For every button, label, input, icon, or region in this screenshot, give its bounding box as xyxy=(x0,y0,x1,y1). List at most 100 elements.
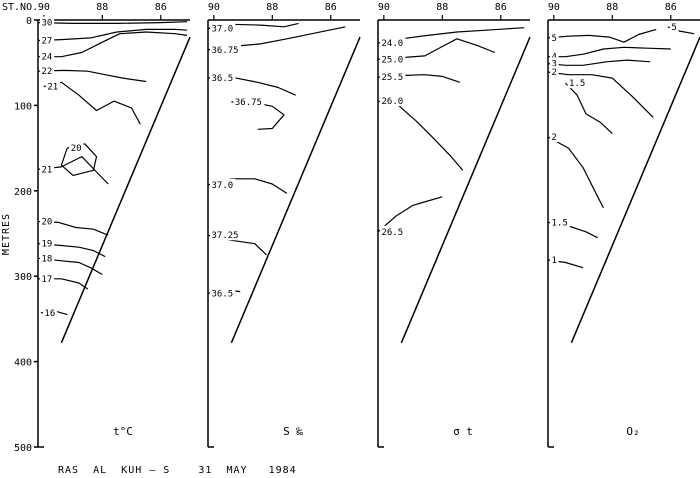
station-tick-label: 90 xyxy=(208,2,220,13)
panel-variable-label: σ t xyxy=(453,425,473,438)
contour-label-bg xyxy=(40,237,55,249)
panel: 90 88 86 24.0 25.0 25.5 26.0 26.5 σ t xyxy=(377,2,531,448)
contour-label-bg xyxy=(40,272,55,284)
panel-variable-label: S ‰ xyxy=(283,425,303,438)
depth-tick-label: 500 xyxy=(14,443,32,454)
station-axis-title: ST.NO. xyxy=(2,2,38,13)
contour-label: 18 xyxy=(42,254,53,264)
contour-label-bg xyxy=(210,72,236,84)
depth-axis: 0 100 200 300 400 500 xyxy=(14,16,38,454)
contour-line xyxy=(377,100,464,171)
contour-label-bg xyxy=(45,80,61,92)
contour-label: 24 xyxy=(42,53,53,63)
contour-label: 1 xyxy=(552,256,557,266)
contour-label: 1.5 xyxy=(569,79,585,89)
contour-label-bg xyxy=(380,225,406,237)
panel-variable-label: O₂ xyxy=(626,425,639,438)
contour-label-bg xyxy=(550,253,559,265)
panel: 90 88 86 37.0 36.75 36.5 36.75 37.0 37.25 36.5 S ‰ xyxy=(207,2,361,448)
station-tick-label: 86 xyxy=(665,2,677,13)
station-tick-label: 90 xyxy=(548,2,560,13)
contour-line xyxy=(37,69,147,83)
contour-label: 25.5 xyxy=(382,73,404,83)
contour-label-bg xyxy=(380,37,406,49)
contour-label-bg xyxy=(210,22,236,34)
depth-axis-title: METRES xyxy=(1,213,12,255)
contour-label-bg xyxy=(210,178,236,190)
depth-tick-label: 400 xyxy=(14,358,32,369)
station-tick-label: 86 xyxy=(495,2,507,13)
contour-label: 26.5 xyxy=(382,228,404,238)
contour-label: 37.0 xyxy=(212,25,234,35)
station-tick-label: 90 xyxy=(378,2,390,13)
contour-label: 2 xyxy=(552,133,557,143)
contour-line xyxy=(37,21,188,24)
contour-label-bg xyxy=(42,306,58,318)
station-tick-label: 86 xyxy=(155,2,167,13)
contour-label: 1.5 xyxy=(552,218,568,228)
contour-line xyxy=(547,59,651,66)
seabed-slope-line xyxy=(230,36,361,344)
contour-line xyxy=(548,46,671,58)
contour-label: 5 xyxy=(671,23,676,33)
contour-label: 37.0 xyxy=(212,181,234,191)
contour-label-bg xyxy=(210,43,241,55)
station-tick-label: 90 xyxy=(38,2,50,13)
contour-label: 16 xyxy=(44,309,55,319)
contour-label-bg xyxy=(669,20,679,32)
panel-variable-label: t°C xyxy=(113,425,133,438)
contour-label: 2 xyxy=(552,68,557,78)
contour-label: 24.0 xyxy=(382,39,404,49)
contour-line xyxy=(38,31,188,58)
contour-line xyxy=(565,82,613,135)
depth-tick-label: 300 xyxy=(14,272,32,283)
contour-label: 21 xyxy=(42,165,53,175)
contour-line xyxy=(547,71,654,118)
station-tick-label: 88 xyxy=(606,2,618,13)
contour-label: 21 xyxy=(47,83,58,93)
depth-tick-label: 200 xyxy=(14,187,32,198)
depth-tick-label: 0 xyxy=(26,16,32,27)
contour-line xyxy=(60,143,98,176)
contour-label-bg xyxy=(380,53,406,65)
contour-label-bg xyxy=(550,31,559,43)
seabed-slope-line xyxy=(60,36,191,344)
station-tick-label: 88 xyxy=(96,2,108,13)
contour-label: 36.5 xyxy=(212,289,234,299)
seabed-slope-line xyxy=(400,36,531,344)
contour-label: 27 xyxy=(42,36,53,46)
contour-label-bg xyxy=(40,215,55,227)
contour-label-bg xyxy=(550,216,570,228)
figure-caption: RAS AL KUH — S 31 MAY 1984 xyxy=(58,465,297,476)
contour-label-bg xyxy=(550,50,559,62)
station-tick-label: 86 xyxy=(325,2,337,13)
contour-label-bg xyxy=(69,142,84,154)
contour-label: 26.0 xyxy=(382,97,404,107)
contour-label-bg xyxy=(233,95,265,107)
station-tick-label: 88 xyxy=(436,2,448,13)
contour-label-bg xyxy=(550,57,559,69)
contour-label-bg xyxy=(210,229,241,241)
contour-label-bg xyxy=(550,130,559,142)
contour-label-bg xyxy=(40,50,55,62)
contour-label: 17 xyxy=(42,275,53,285)
depth-tick-label: 100 xyxy=(14,101,32,112)
contour-label: 30 xyxy=(42,19,53,29)
contour-label-bg xyxy=(40,163,55,175)
contour-label: 25.0 xyxy=(382,55,404,65)
seabed-slope-line xyxy=(570,36,700,344)
contour-label: 36.75 xyxy=(235,98,262,108)
contour-label-bg xyxy=(210,287,236,299)
contour-label: 22 xyxy=(42,67,53,77)
contour-label: 5 xyxy=(552,34,557,44)
contour-label: 20 xyxy=(71,144,82,154)
contour-line xyxy=(43,81,141,125)
contour-label: 19 xyxy=(42,240,53,250)
contour-label-bg xyxy=(567,77,588,89)
contour-label-bg xyxy=(380,95,406,107)
panel: 90 88 86 30 27 24 22 21 21 20 20 19 18 17 16 t°C xyxy=(37,2,191,448)
contour-line xyxy=(377,196,443,233)
